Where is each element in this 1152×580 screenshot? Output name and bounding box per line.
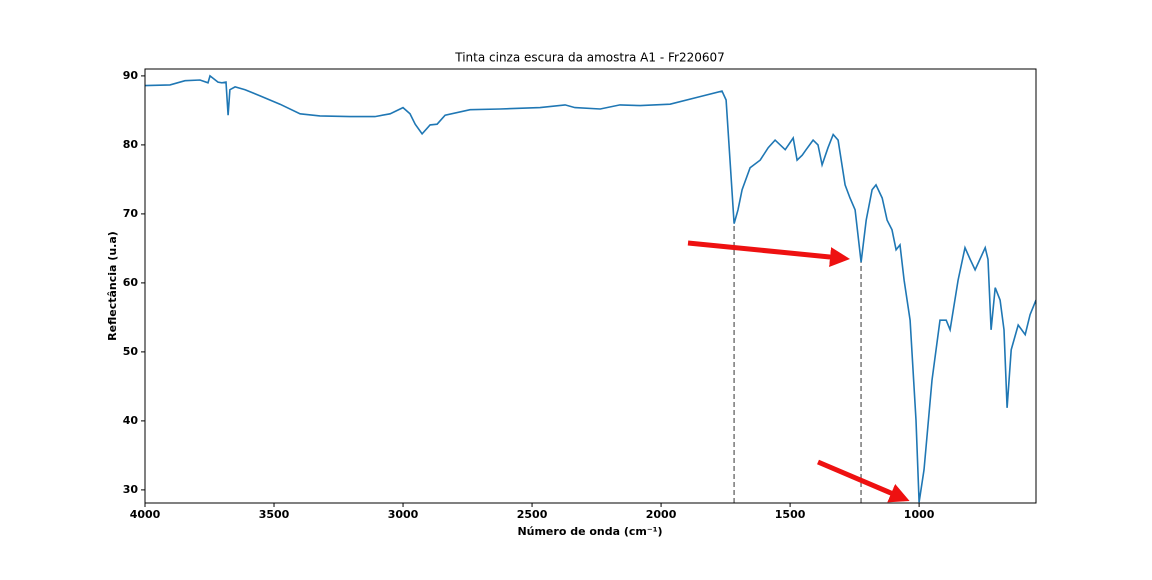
x-tick-label: 1500 (775, 508, 806, 521)
annotation-arrow (687, 240, 850, 267)
x-tick-label: 2000 (646, 508, 677, 521)
annotation-arrow (817, 459, 910, 503)
x-tick-label: 1000 (904, 508, 935, 521)
y-tick-label: 70 (123, 207, 139, 220)
x-axis-label: Número de onda (cm⁻¹) (517, 525, 662, 538)
y-tick-label: 80 (123, 138, 139, 151)
y-tick-label: 30 (123, 483, 139, 496)
chart-title: Tinta cinza escura da amostra A1 - Fr220… (454, 51, 725, 65)
y-tick-label: 60 (123, 276, 139, 289)
y-tick-label: 40 (123, 414, 139, 427)
x-tick-label: 3000 (388, 508, 419, 521)
spectrum-line (145, 74, 1036, 503)
x-tick-label: 2500 (517, 508, 548, 521)
x-tick-label: 3500 (259, 508, 290, 521)
plot-frame (144, 68, 1037, 504)
y-tick-label: 50 (123, 345, 139, 358)
y-axis-label: Reflectância (u.a) (106, 231, 119, 341)
x-tick-label: 4000 (130, 508, 161, 521)
y-tick-label: 90 (123, 69, 139, 82)
plot-area (145, 74, 1036, 503)
